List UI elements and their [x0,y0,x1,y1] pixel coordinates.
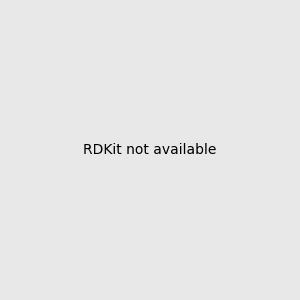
Text: RDKit not available: RDKit not available [83,143,217,157]
